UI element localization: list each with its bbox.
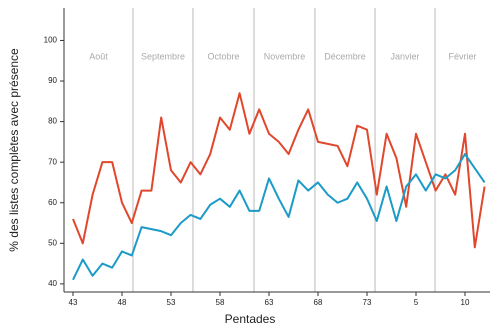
month-label: Novembre xyxy=(264,51,306,61)
y-tick-label: 70 xyxy=(48,157,57,166)
x-tick-label: 48 xyxy=(118,298,127,307)
y-tick-label: 100 xyxy=(44,36,58,45)
month-label: Février xyxy=(448,51,476,61)
x-axis-title: Pentades xyxy=(225,312,276,326)
x-tick-label: 68 xyxy=(314,298,323,307)
y-tick-label: 40 xyxy=(48,279,57,288)
month-label: Septembre xyxy=(141,51,185,61)
series-line xyxy=(72,153,486,281)
x-tick-label: 63 xyxy=(265,298,274,307)
month-label: Décembre xyxy=(324,51,366,61)
y-tick-label: 80 xyxy=(48,117,57,126)
y-tick-label: 90 xyxy=(48,76,57,85)
x-tick-label: 43 xyxy=(69,298,78,307)
y-axis-title: % des listes complètes avec présence xyxy=(7,48,21,252)
y-tick-label: 50 xyxy=(48,238,57,247)
x-tick-label: 73 xyxy=(363,298,372,307)
y-tick-label: 60 xyxy=(48,198,57,207)
series-line xyxy=(72,92,486,249)
x-tick-label: 53 xyxy=(167,298,176,307)
month-label: Août xyxy=(89,51,108,61)
month-label: Janvier xyxy=(391,51,420,61)
x-tick-label: 58 xyxy=(216,298,225,307)
x-tick-label: 10 xyxy=(461,298,470,307)
month-label: Octobre xyxy=(207,51,239,61)
x-tick-label: 5 xyxy=(414,298,419,307)
